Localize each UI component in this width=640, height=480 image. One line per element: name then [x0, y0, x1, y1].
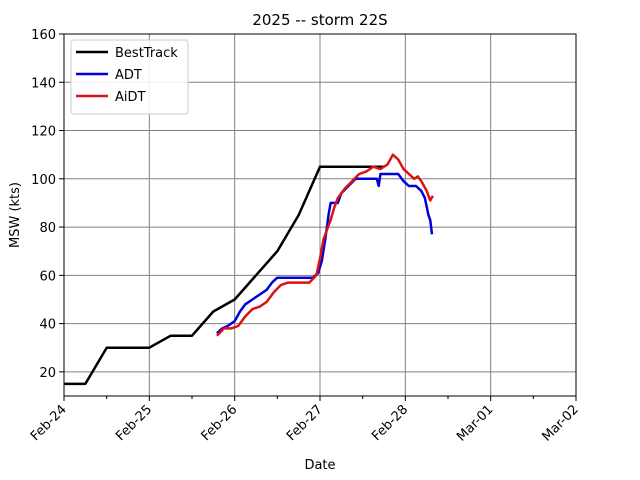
- y-tick-label: 60: [39, 269, 56, 284]
- series-lines: [64, 153, 434, 386]
- legend: BestTrack ADT AiDT: [70, 39, 189, 115]
- y-tick-label: 80: [39, 221, 56, 236]
- series-line-besttrack: [64, 165, 384, 386]
- x-axis-label: Date: [304, 458, 335, 473]
- legend-label: BestTrack: [115, 46, 178, 61]
- y-tick-label: 20: [39, 366, 56, 381]
- series-line-adt: [216, 172, 434, 335]
- y-tick-label: 140: [31, 76, 56, 91]
- series-line-aidt: [216, 153, 434, 337]
- legend-label: AiDT: [115, 90, 146, 105]
- y-tick-label: 160: [31, 28, 56, 43]
- y-tick-label: 40: [39, 318, 56, 333]
- chart-title: 2025 -- storm 22S: [252, 11, 387, 29]
- y-tick-label: 100: [31, 173, 56, 188]
- y-axis-label: MSW (kts): [8, 182, 23, 248]
- y-tick-label: 120: [31, 125, 56, 140]
- legend-label: ADT: [115, 68, 142, 83]
